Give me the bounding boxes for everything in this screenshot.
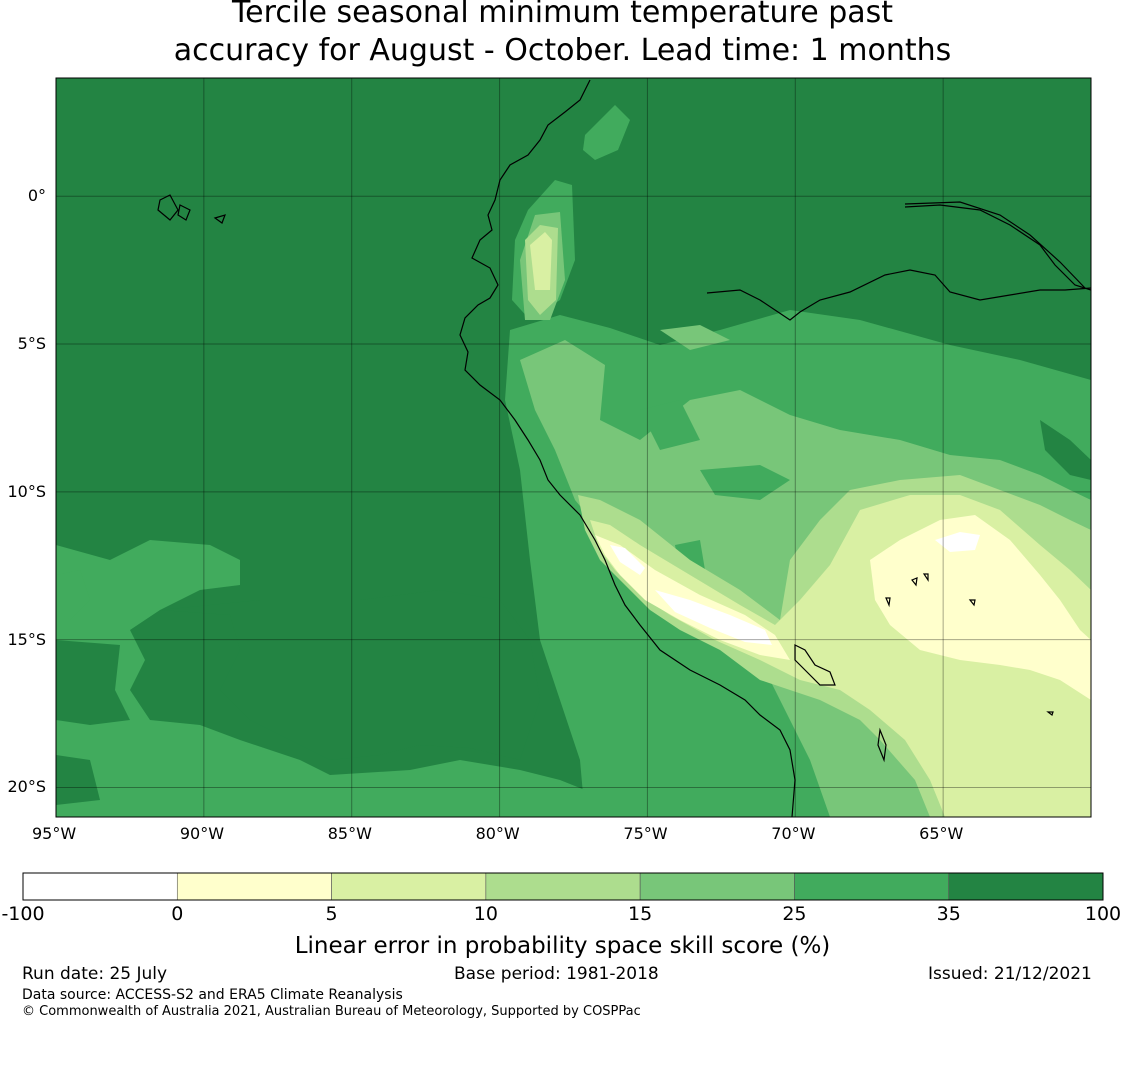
base-period: Base period: 1981-2018 (454, 964, 659, 984)
latitude-tick-label: 0° (27, 186, 46, 206)
longitude-tick-label: 95°W (32, 824, 77, 843)
colorbar-segment (948, 872, 1104, 901)
colorbar-tick-label: 15 (628, 903, 653, 925)
colorbar-tick-label: 25 (782, 903, 807, 925)
colorbar-segment (639, 872, 795, 901)
longitude-tick-label: 80°W (475, 824, 520, 843)
colorbar-segment (331, 872, 487, 901)
colorbar-segment (485, 872, 641, 901)
colorbar-tick-label: 5 (325, 903, 338, 925)
colorbar-tick-label: 100 (1084, 903, 1122, 925)
copyright: © Commonwealth of Australia 2021, Austra… (22, 1004, 641, 1019)
latitude-tick-label: 10°S (7, 481, 46, 501)
longitude-tick-label: 70°W (771, 824, 816, 843)
latitude-tick-label: 5°S (17, 334, 46, 354)
data-source: Data source: ACCESS-S2 and ERA5 Climate … (22, 987, 403, 1003)
colorbar-tick-label: 10 (473, 903, 498, 925)
colorbar-frame (22, 872, 1104, 901)
longitude-tick-label: 65°W (919, 824, 964, 843)
title-line-2: accuracy for August - October. Lead time… (173, 33, 952, 68)
issued-date: Issued: 21/12/2021 (928, 964, 1092, 984)
map-frame (55, 77, 1092, 818)
colorbar-segment (176, 872, 332, 901)
longitude-tick-label: 85°W (327, 824, 372, 843)
coastlines (157, 79, 1091, 817)
skill-region-negative (610, 532, 980, 645)
latitude-tick-label: 20°S (7, 777, 46, 797)
title-line-1: Tercile seasonal minimum temperature pas… (231, 0, 894, 30)
colorbar-tick-label: 0 (171, 903, 184, 925)
colorbar (22, 872, 1104, 901)
map-title: Tercile seasonal minimum temperature pas… (0, 0, 1125, 70)
colorbar-label: Linear error in probability space skill … (294, 933, 831, 959)
longitude-tick-label: 90°W (179, 824, 225, 843)
colorbar-tick-label: -100 (1, 903, 45, 925)
colorbar-segment (22, 872, 178, 901)
colorbar-segment (794, 872, 950, 901)
longitude-tick-label: 75°W (623, 824, 668, 843)
skill-field (56, 78, 1091, 817)
latitude-tick-label: 15°S (7, 629, 46, 649)
run-date: Run date: 25 July (22, 964, 168, 984)
colorbar-tick-label: 35 (936, 903, 961, 925)
